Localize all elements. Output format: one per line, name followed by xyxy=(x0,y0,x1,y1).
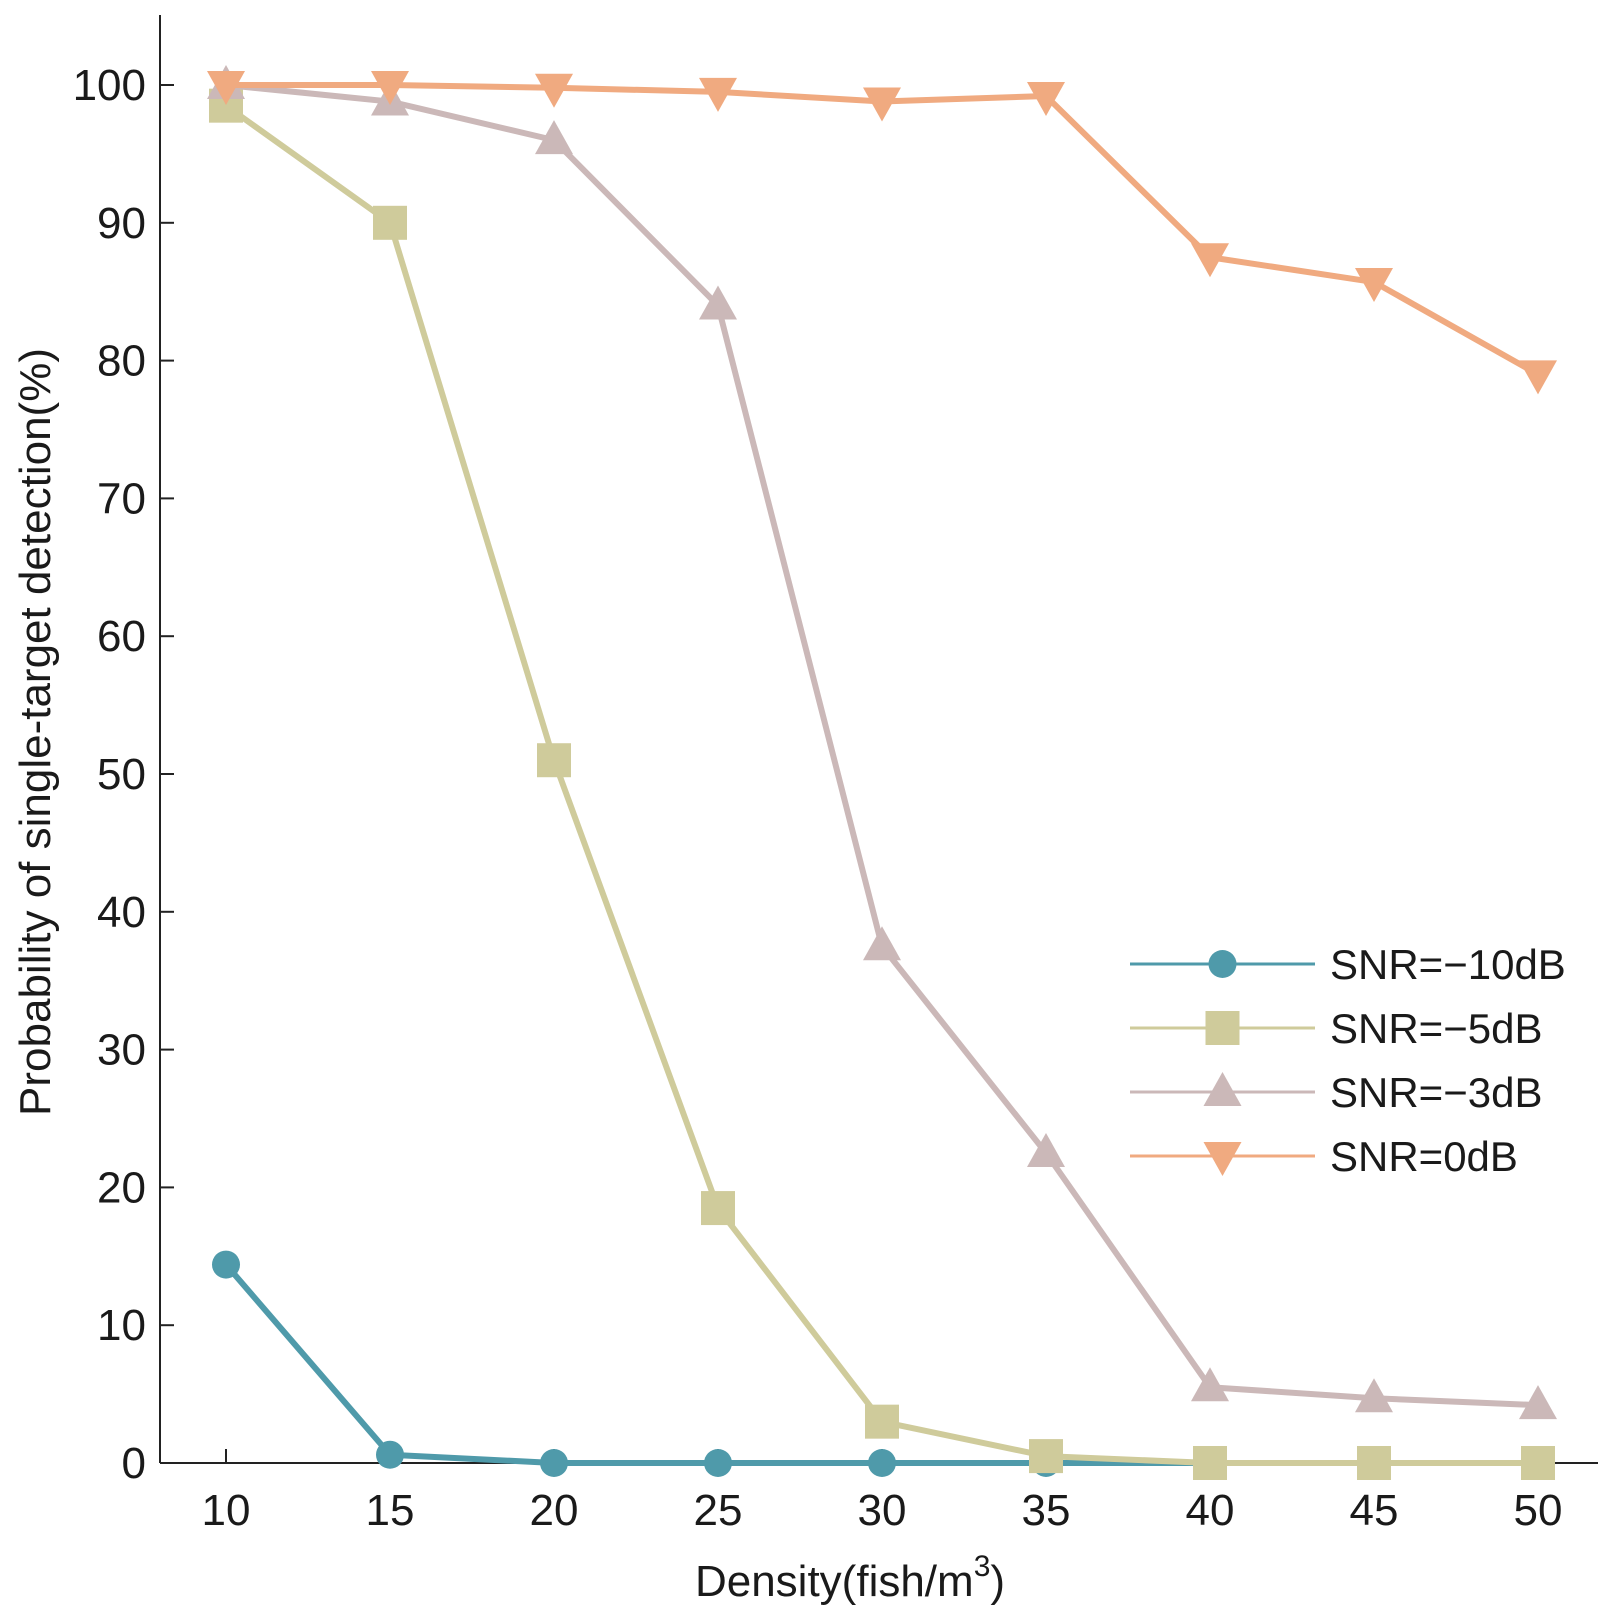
y-tick-label: 60 xyxy=(97,612,146,661)
data-point xyxy=(1027,82,1065,117)
data-point xyxy=(540,1449,568,1477)
data-point xyxy=(868,1449,896,1477)
legend-entry: SNR=−10dB xyxy=(1130,941,1566,988)
y-tick-label: 40 xyxy=(97,888,146,937)
series-line xyxy=(223,82,1541,1409)
y-axis-label: Probability of single-target detection(%… xyxy=(11,348,60,1116)
series-layer xyxy=(207,65,1557,1480)
data-point xyxy=(704,1449,732,1477)
legend-label: SNR=−10dB xyxy=(1330,941,1566,988)
y-tick-label: 0 xyxy=(122,1439,146,1488)
y-tick-label: 90 xyxy=(97,199,146,248)
series-1 xyxy=(209,88,1555,1480)
x-tick-label: 25 xyxy=(694,1486,743,1535)
x-tick-label: 10 xyxy=(202,1486,251,1535)
data-point xyxy=(701,1191,735,1226)
y-tick-label: 100 xyxy=(73,61,146,110)
data-point xyxy=(1355,268,1393,303)
data-point xyxy=(371,71,409,105)
data-point xyxy=(1191,243,1229,278)
data-point xyxy=(865,1404,899,1439)
axes: 10 15 20 25 30 35 40 45 50 0 10 20 30 40 50 60 70 80 90 100 xyxy=(73,15,1598,1535)
data-point xyxy=(1027,1132,1065,1167)
legend-label: SNR=0dB xyxy=(1330,1133,1518,1180)
x-tick-label: 20 xyxy=(530,1486,579,1535)
legend-entry: SNR=−5dB xyxy=(1130,1005,1542,1052)
data-point xyxy=(537,743,571,778)
series-3 xyxy=(207,71,1557,395)
series-line xyxy=(223,102,1541,1466)
x-axis-label: Density(fish/m3) xyxy=(695,1550,1005,1606)
x-tick-label: 50 xyxy=(1514,1486,1563,1535)
data-point xyxy=(1355,1378,1393,1413)
legend: SNR=−10dB SNR=−5dB SNR=−3dB SNR=0dB xyxy=(1130,941,1566,1180)
legend-entry: SNR=0dB xyxy=(1130,1133,1518,1180)
x-tick-label: 45 xyxy=(1350,1486,1399,1535)
data-point xyxy=(1521,1446,1555,1480)
series-0 xyxy=(212,1250,1552,1477)
data-point xyxy=(535,73,573,108)
data-point xyxy=(1029,1439,1063,1474)
legend-marker xyxy=(1203,1072,1242,1106)
data-point xyxy=(699,285,737,320)
y-tick-label: 20 xyxy=(97,1163,146,1212)
x-tick-label: 30 xyxy=(858,1486,907,1535)
legend-label: SNR=−5dB xyxy=(1330,1005,1542,1052)
y-tick-label: 10 xyxy=(97,1301,146,1350)
data-point xyxy=(863,87,901,122)
data-point xyxy=(699,77,737,112)
y-tick-label: 50 xyxy=(97,750,146,799)
data-point xyxy=(1191,1367,1229,1402)
data-point xyxy=(1519,360,1557,395)
x-tick-label: 15 xyxy=(366,1486,415,1535)
y-tick-label: 70 xyxy=(97,474,146,523)
legend-entry: SNR=−3dB xyxy=(1130,1069,1542,1116)
legend-marker xyxy=(1208,950,1237,978)
data-point xyxy=(207,71,245,105)
y-tick-label: 80 xyxy=(97,337,146,386)
data-point xyxy=(863,926,901,961)
x-tick-label: 35 xyxy=(1022,1486,1071,1535)
legend-label: SNR=−3dB xyxy=(1330,1069,1542,1116)
legend-marker xyxy=(1203,1142,1242,1176)
data-point xyxy=(376,1440,404,1469)
series-2 xyxy=(207,65,1557,1420)
data-point xyxy=(373,205,407,240)
y-tick-label: 30 xyxy=(97,1026,146,1075)
legend-marker xyxy=(1205,1011,1240,1045)
data-point xyxy=(1519,1385,1557,1420)
x-axis-label-superscript: 3 xyxy=(974,1550,991,1583)
data-point xyxy=(1193,1446,1227,1480)
x-tick-label: 40 xyxy=(1186,1486,1235,1535)
data-point xyxy=(535,120,573,155)
data-point xyxy=(212,1250,240,1279)
data-point xyxy=(1357,1446,1391,1480)
